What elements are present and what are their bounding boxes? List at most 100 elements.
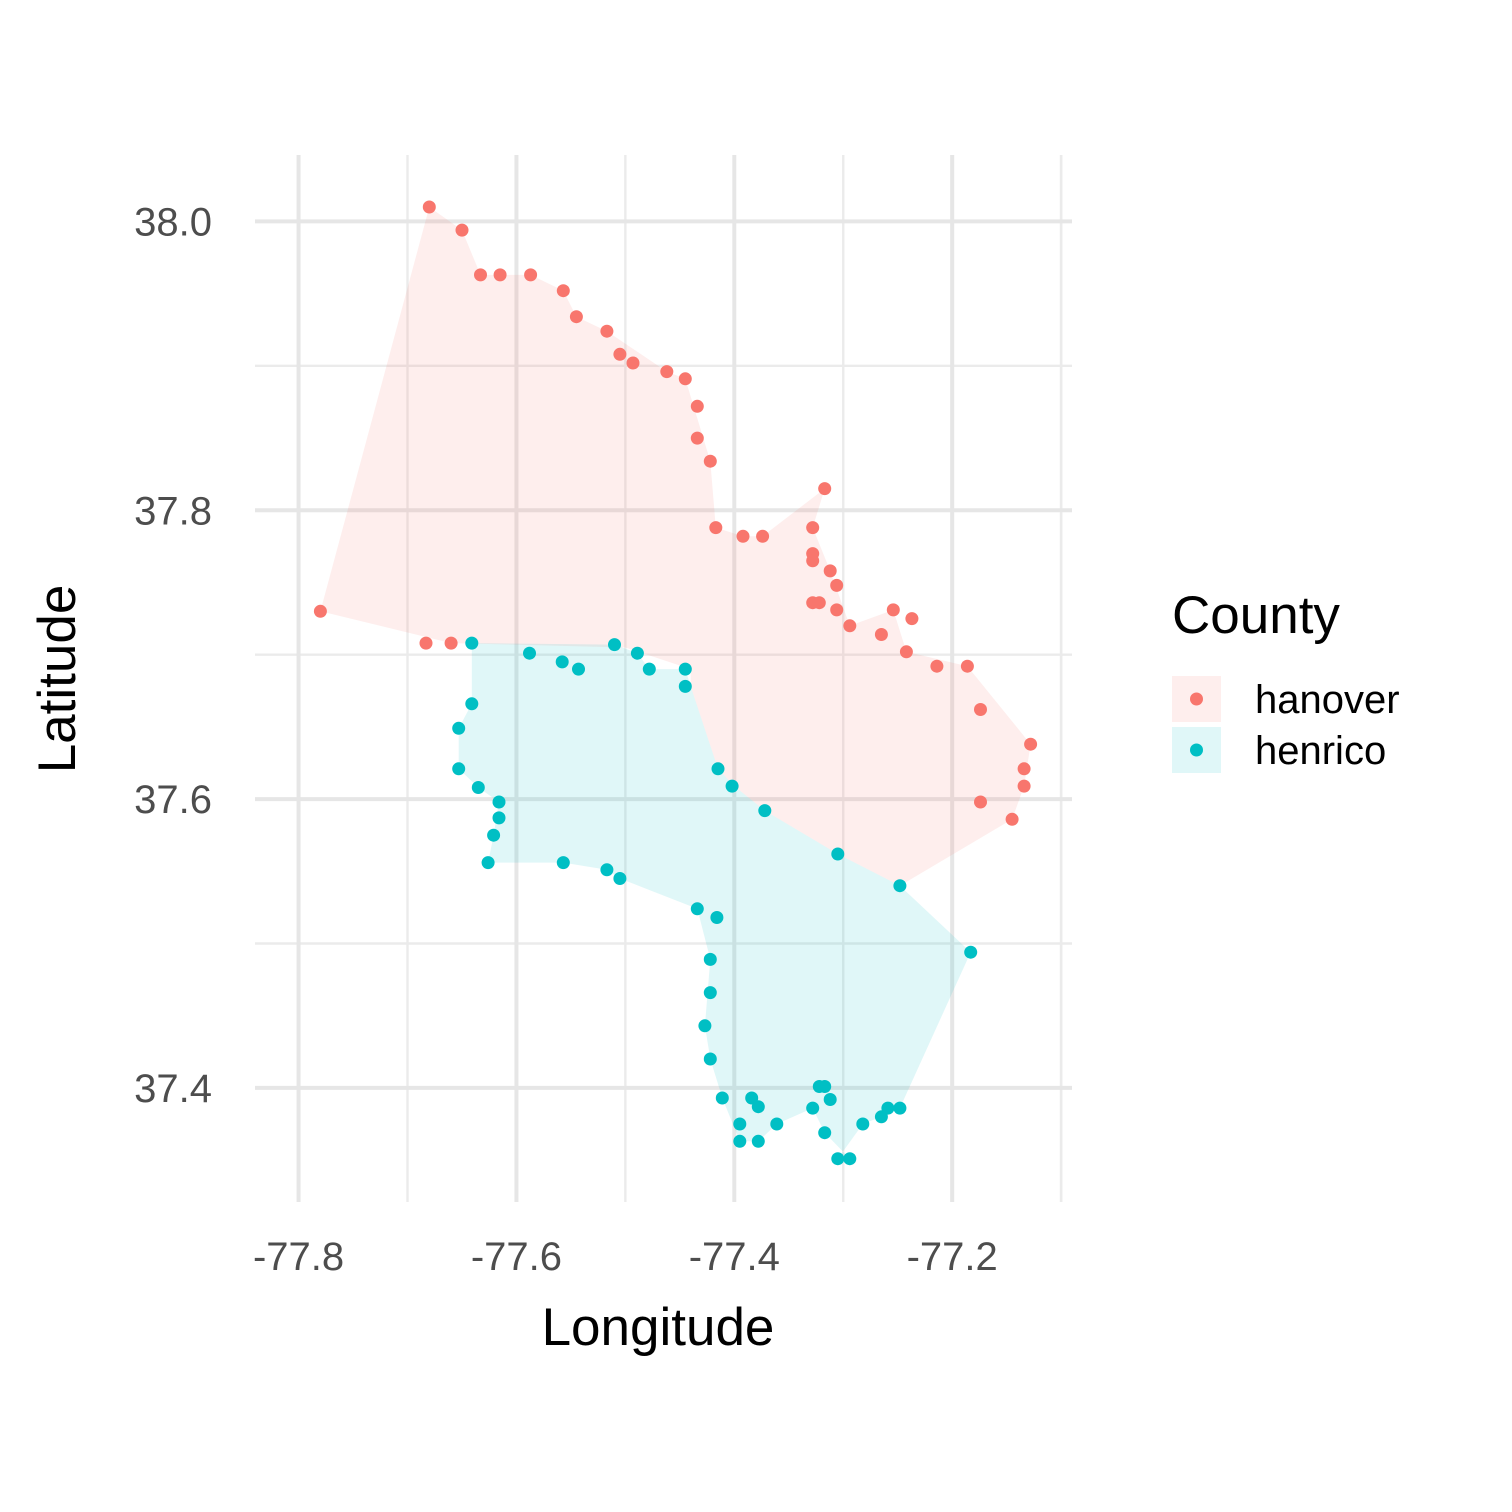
hanover-point (709, 521, 723, 535)
henrico-point (733, 1134, 747, 1148)
henrico-point (678, 662, 692, 676)
hanover-legend-key (1190, 692, 1203, 706)
henrico-point (758, 804, 772, 818)
hanover-point (1017, 762, 1031, 776)
hanover-point (493, 268, 507, 282)
henrico-point (572, 662, 585, 676)
henrico-point (770, 1117, 784, 1131)
hanover-point (830, 603, 844, 617)
hanover-point (626, 356, 640, 370)
hanover-point (1005, 812, 1019, 826)
henrico-point (893, 879, 907, 893)
henrico-point (703, 952, 717, 966)
hanover-point (678, 372, 692, 386)
hanover-point (419, 636, 433, 650)
hanover-point (812, 596, 826, 610)
henrico-point (678, 679, 692, 693)
henrico-hull (458, 643, 971, 1159)
henrico-point (831, 1152, 845, 1166)
henrico-point (613, 872, 627, 885)
hanover-point (843, 619, 857, 633)
henrico-point (471, 781, 485, 794)
y-axis-title: Latitude (28, 585, 87, 774)
henrico-point (831, 847, 845, 861)
hanover-point (806, 521, 820, 535)
hanover-point (818, 482, 832, 496)
hanover-point (974, 795, 987, 809)
henrico-point (703, 1052, 717, 1066)
henrico-point (710, 911, 724, 924)
legend-keys: hanover henrico (1172, 676, 1400, 773)
henrico-point (711, 762, 725, 776)
x-axis-title: Longitude (542, 1298, 775, 1357)
hanover-point (1024, 737, 1038, 751)
henrico-point (492, 795, 506, 809)
henrico-point (725, 779, 739, 793)
henrico-point (715, 1091, 729, 1105)
hanover-point (830, 578, 844, 592)
y-tick-label: 37.8 (134, 489, 212, 533)
hanover-point (444, 636, 458, 650)
henrico-point (608, 638, 621, 652)
x-tick-label: -77.2 (907, 1235, 998, 1279)
hanover-point (474, 268, 487, 282)
henrico-point (698, 1019, 712, 1033)
grid-lines (255, 155, 1072, 1202)
hanover-point (660, 365, 674, 379)
henrico-point (481, 856, 495, 870)
henrico-point (523, 646, 536, 660)
hanover-point (736, 529, 750, 543)
henrico-point (690, 902, 704, 916)
henrico-point (751, 1134, 765, 1148)
legend-title: County (1172, 586, 1340, 645)
hanover-point (313, 604, 327, 618)
x-tick-label: -77.6 (471, 1235, 562, 1279)
henrico-point (452, 762, 466, 776)
henrico-point (818, 1080, 832, 1093)
hanover-point (569, 310, 583, 324)
hanover-point (524, 268, 538, 282)
y-tick-label: 38.0 (134, 200, 212, 244)
hanover-point (960, 659, 974, 673)
hanover-point (613, 347, 627, 361)
hanover-point (806, 554, 820, 568)
henrico-point (818, 1126, 832, 1140)
y-tick-label: 37.4 (134, 1067, 212, 1111)
x-tick-label: -77.8 (253, 1235, 344, 1279)
henrico-point (465, 697, 479, 711)
henrico-point (751, 1100, 765, 1114)
axis-ticks: -77.8 -77.6 -77.4 -77.2 37.4 37.6 37.8 38.0 (134, 200, 998, 1279)
hanover-point (823, 564, 837, 578)
henrico-point (733, 1117, 747, 1131)
hanover-point (690, 399, 704, 413)
henrico-legend-label: henrico (1255, 729, 1386, 773)
henrico-point (806, 1101, 820, 1115)
henrico-point (703, 986, 717, 1000)
hanover-point (930, 659, 944, 673)
henrico-point (600, 863, 614, 877)
hanover-point (422, 200, 436, 214)
henrico-point (465, 636, 479, 650)
henrico-point (642, 662, 656, 676)
henrico-legend-key (1190, 743, 1203, 757)
hanover-point (899, 645, 913, 659)
henrico-point (856, 1117, 870, 1131)
x-tick-label: -77.4 (689, 1235, 780, 1279)
henrico-point (452, 721, 466, 735)
hanover-point (756, 529, 770, 543)
hanover-point (905, 612, 919, 626)
county-points (313, 200, 1038, 1166)
henrico-point (823, 1093, 837, 1106)
hanover-point (1017, 779, 1031, 793)
henrico-point (487, 828, 501, 842)
henrico-point (881, 1101, 895, 1115)
county-hulls (320, 207, 1031, 1159)
hanover-point (974, 703, 987, 716)
henrico-point (630, 646, 644, 660)
hanover-point (556, 284, 570, 298)
henrico-point (556, 856, 570, 870)
hanover-legend-label: hanover (1255, 678, 1400, 722)
hanover-hull (320, 207, 1031, 886)
y-tick-label: 37.6 (134, 778, 212, 822)
